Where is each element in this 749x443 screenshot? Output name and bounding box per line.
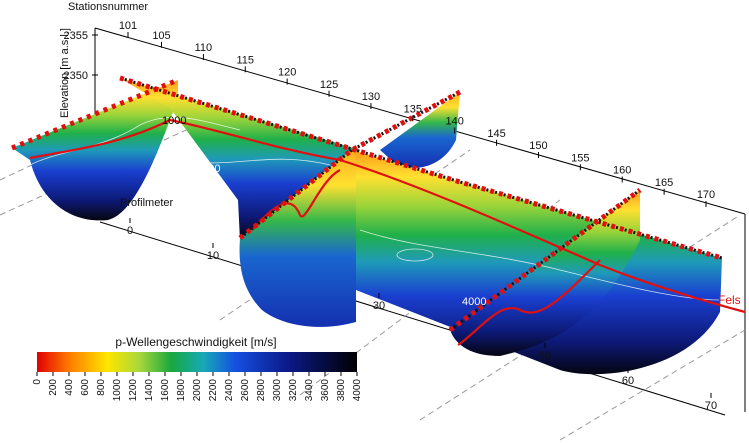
station-tick-label: 140 (446, 116, 464, 128)
colorbar-tick-label: 400 (64, 379, 75, 396)
profile-axis-title: Profilmeter (120, 197, 174, 209)
receiver-line (119, 75, 723, 261)
station-tick-label: 170 (697, 189, 715, 201)
contour (29, 116, 241, 166)
colorbar-tick-label: 2600 (240, 379, 251, 402)
contour (179, 158, 331, 166)
colorbar-tick-label: 200 (48, 379, 59, 396)
contour-label: 1000 (162, 115, 186, 127)
station-tick-label: 165 (655, 177, 673, 189)
colorbar-tick-label: 2200 (208, 379, 219, 402)
rock-boundary (29, 118, 746, 314)
profile-tick-label: 50 (539, 350, 551, 362)
colorbar-tick-label: 3600 (320, 379, 331, 402)
colorbar-tick-label: 1800 (176, 379, 187, 402)
contour-label: 3000 (196, 163, 220, 175)
station-tick-label: 125 (320, 79, 338, 91)
colorbar-tick-label: 3400 (304, 379, 315, 402)
rock-label: Fels (718, 293, 741, 307)
colorbar-tick-label: 0 (32, 379, 43, 385)
colorbar-tick-label: 1000 (112, 379, 123, 402)
receiver-line (448, 187, 642, 333)
colorbar-tick-label: 800 (96, 379, 107, 396)
station-tick-label: 130 (362, 91, 380, 103)
station-axis-title: Stationsnummer (68, 1, 148, 13)
section-main (352, 150, 722, 375)
colorbar-tick-label: 2400 (224, 379, 235, 402)
colorbar-tick-label: 1400 (144, 379, 155, 402)
station-tick-label: 105 (152, 30, 170, 42)
station-tick-label: 101 (119, 20, 137, 32)
section-cross-1 (239, 150, 356, 327)
profile-tick-label: 10 (207, 250, 219, 262)
colorbar-tick-label: 2800 (256, 379, 267, 402)
station-tick-label: 135 (404, 103, 422, 115)
station-tick-label: 155 (571, 152, 589, 164)
colorbar-title: p-Wellengeschwindigkeit [m/s] (115, 335, 276, 349)
colorbar-tick-label: 2000 (192, 379, 203, 402)
profile-tick-label: 0 (127, 225, 133, 237)
colorbar-tick-label: 1600 (160, 379, 171, 402)
section-cross-2 (450, 190, 640, 356)
guide-line (559, 329, 746, 441)
profile-axis-line (99, 221, 726, 416)
rock-boundary (457, 259, 601, 346)
station-tick-label: 160 (613, 165, 631, 177)
colorbar-tick-label: 4000 (352, 379, 363, 402)
elevation-tick-label: 2350 (64, 70, 88, 82)
profile-tick-label: 30 (373, 300, 385, 312)
elevation-axis-title: Elevation [m a.s.l.] (59, 28, 71, 118)
contour-label: 4000 (462, 296, 486, 308)
receiver-line (11, 77, 179, 151)
receiver-lines (11, 75, 723, 333)
station-tick-label: 110 (195, 42, 213, 54)
station-tick-label: 150 (529, 140, 547, 152)
contour (396, 248, 434, 262)
profile-tick-label: 70 (705, 400, 717, 412)
station-tick-label: 145 (487, 128, 505, 140)
receiver-line (238, 89, 462, 240)
colorbar-tick-label: 3000 (272, 379, 283, 402)
station-tick-label: 120 (278, 67, 296, 79)
colorbar-tick-label: 600 (80, 379, 91, 396)
elevation-tick-label: 2355 (64, 30, 88, 42)
colorbar-tick-label: 3200 (288, 379, 299, 402)
colorbar-tick-label: 1200 (128, 379, 139, 402)
tomogram-surfaces (12, 78, 746, 375)
colorbar (37, 352, 357, 372)
contour (359, 229, 721, 301)
profile-tick-label: 60 (622, 375, 634, 387)
colorbar-tick-label: 3800 (336, 379, 347, 402)
receiver-line (119, 76, 723, 260)
section-left (12, 80, 178, 221)
station-tick-label: 115 (237, 54, 255, 66)
section-back (380, 92, 460, 169)
